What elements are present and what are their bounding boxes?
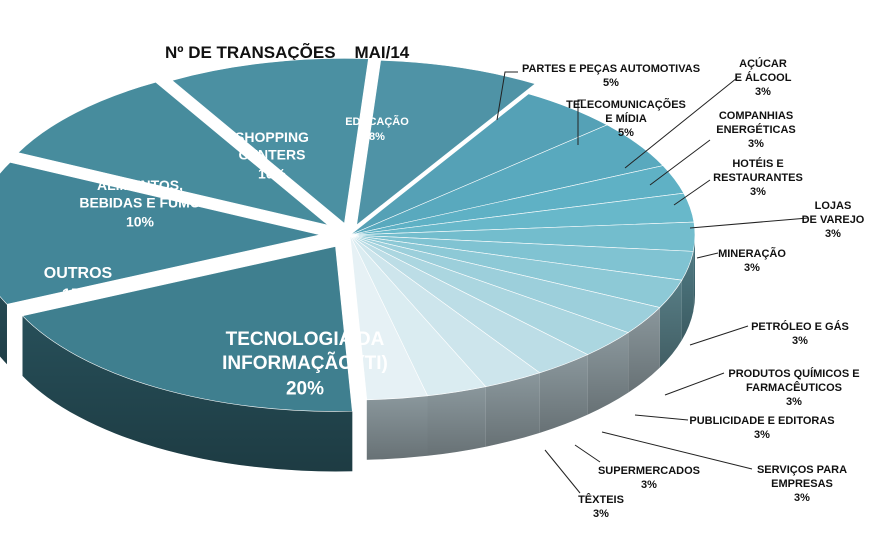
slice-label-tecnologia-da-informacao-ti: TECNOLOGIA DA INFORMAÇÃO (TI) 20% <box>222 329 388 399</box>
slice-value-partes-e-pecas-automotivas: 5% <box>603 77 619 89</box>
slice-tecnologia-da-informacao-ti <box>21 246 353 412</box>
slice-value-servicos-para-empresas: 3% <box>794 492 810 504</box>
slice-side-shade-publicidade-e-editoras <box>539 354 588 433</box>
slice-value-texteis: 3% <box>593 508 609 520</box>
leader-line-supermercados <box>574 444 601 463</box>
slice-side-shade-hoteis-e-restaurantes <box>693 235 695 312</box>
pie-tops <box>0 58 696 412</box>
leader-line-petroleo-e-gas <box>689 325 749 346</box>
slice-label-acucar-e-alcool: AÇÚCAR E ÁLCOOL 3% <box>735 57 792 98</box>
slice-value-telecomunicacoes-e-midia: 5% <box>618 127 634 139</box>
slice-label-telecomunicacoes-e-midia: TELECOMUNICAÇÕES E MÍDIA 5% <box>566 98 686 139</box>
chart-title: Nº DE TRANSAÇÕES MAI/14 <box>165 42 410 62</box>
slice-label-supermercados: SUPERMERCADOS 3% <box>598 465 700 491</box>
slice-value-alimentos-bebidas-e-fumo: 10% <box>126 213 155 229</box>
slice-side-shade-texteis <box>366 395 428 460</box>
slice-label-lojas-de-varejo: LOJAS DE VAREJO 3% <box>802 200 865 240</box>
slice-label-publicidade-e-editoras: PUBLICIDADE E EDITORAS 3% <box>689 415 834 441</box>
leader-line-mineracao <box>696 252 719 259</box>
slice-shopping-centers <box>171 58 369 224</box>
slice-value-educacao: 8% <box>369 131 385 143</box>
slice-label-companhias-energeticas: COMPANHIAS ENERGÉTICAS 3% <box>716 110 795 150</box>
leader-lines <box>496 71 809 494</box>
slice-value-shopping-centers: 10% <box>258 165 287 181</box>
slice-value-produtos-quimicos-e-farmaceuticos: 3% <box>786 396 802 408</box>
slice-value-outros: 15% <box>62 287 94 304</box>
leader-line-lojas-de-varejo <box>689 217 809 229</box>
leader-line-partes-e-pecas-automotivas <box>496 71 518 121</box>
slice-side-shade-supermercados <box>427 386 486 456</box>
slice-value-mineracao: 3% <box>744 262 760 274</box>
slice-educacao <box>356 60 536 226</box>
slice-value-tecnologia-da-informacao-ti: 20% <box>286 378 324 399</box>
slice-side-shade-outros <box>0 296 7 365</box>
slice-value-hoteis-e-restaurantes: 3% <box>750 186 766 198</box>
leader-line-texteis <box>544 449 581 494</box>
slice-side-shade-lojas-de-varejo <box>681 251 694 341</box>
slice-label-educacao: EDUCAÇÃO 8% <box>345 115 409 143</box>
leader-line-telecomunicacoes-e-midia <box>577 99 586 145</box>
leader-line-companhias-energeticas <box>649 139 711 186</box>
slice-side-shade-petroleo-e-gas <box>628 307 660 393</box>
slice-label-petroleo-e-gas: PETRÓLEO E GÁS 3% <box>751 320 849 347</box>
slice-value-publicidade-e-editoras: 3% <box>754 429 770 441</box>
slice-value-supermercados: 3% <box>641 479 657 491</box>
slice-value-lojas-de-varejo: 3% <box>825 228 841 240</box>
slice-side-shade-servicos-para-empresas <box>485 372 540 447</box>
slice-label-partes-e-pecas-automotivas: PARTES E PEÇAS AUTOMOTIVAS 5% <box>522 63 700 89</box>
slice-outros <box>0 161 321 305</box>
slice-value-companhias-energeticas: 3% <box>748 138 764 150</box>
slice-side-shade-tecnologia-da-informacao-ti <box>22 315 353 472</box>
leader-line-hoteis-e-restaurantes <box>673 179 711 206</box>
leader-line-publicidade-e-editoras <box>634 414 689 421</box>
pie-sides <box>0 235 695 472</box>
leader-line-servicos-para-empresas <box>601 431 753 470</box>
leader-line-produtos-quimicos-e-farmaceuticos <box>664 372 725 396</box>
leader-line-acucar-e-alcool <box>624 77 738 169</box>
slice-texteis <box>349 234 428 401</box>
slice-value-acucar-e-alcool: 3% <box>755 86 771 98</box>
slice-labels: EDUCAÇÃO 8% PARTES E PEÇAS AUTOMOTIVAS 5% TE… <box>44 57 865 520</box>
slice-side-shade-produtos-quimicos-e-farmaceuticos <box>587 332 629 415</box>
slice-label-shopping-centers: SHOPPING CENTERS 10% <box>235 129 309 181</box>
slice-label-alimentos-bebidas-e-fumo: ALIMENTOS, BEBIDAS E FUMO 10% <box>79 177 200 229</box>
slice-label-texteis: TÊXTEIS 3% <box>578 493 624 520</box>
slice-value-petroleo-e-gas: 3% <box>792 335 808 347</box>
slice-label-servicos-para-empresas: SERVIÇOS PARA EMPRESAS 3% <box>757 464 847 504</box>
slice-alimentos-bebidas-e-fumo <box>17 81 329 226</box>
slice-label-outros: OUTROS 15% <box>44 265 113 304</box>
slice-label-hoteis-e-restaurantes: HOTÉIS E RESTAURANTES 3% <box>713 157 803 198</box>
slice-label-mineracao: MINERAÇÃO 3% <box>718 247 786 274</box>
slice-label-produtos-quimicos-e-farmaceuticos: PRODUTOS QUÍMICOS E FARMACÊUTICOS 3% <box>728 367 859 408</box>
